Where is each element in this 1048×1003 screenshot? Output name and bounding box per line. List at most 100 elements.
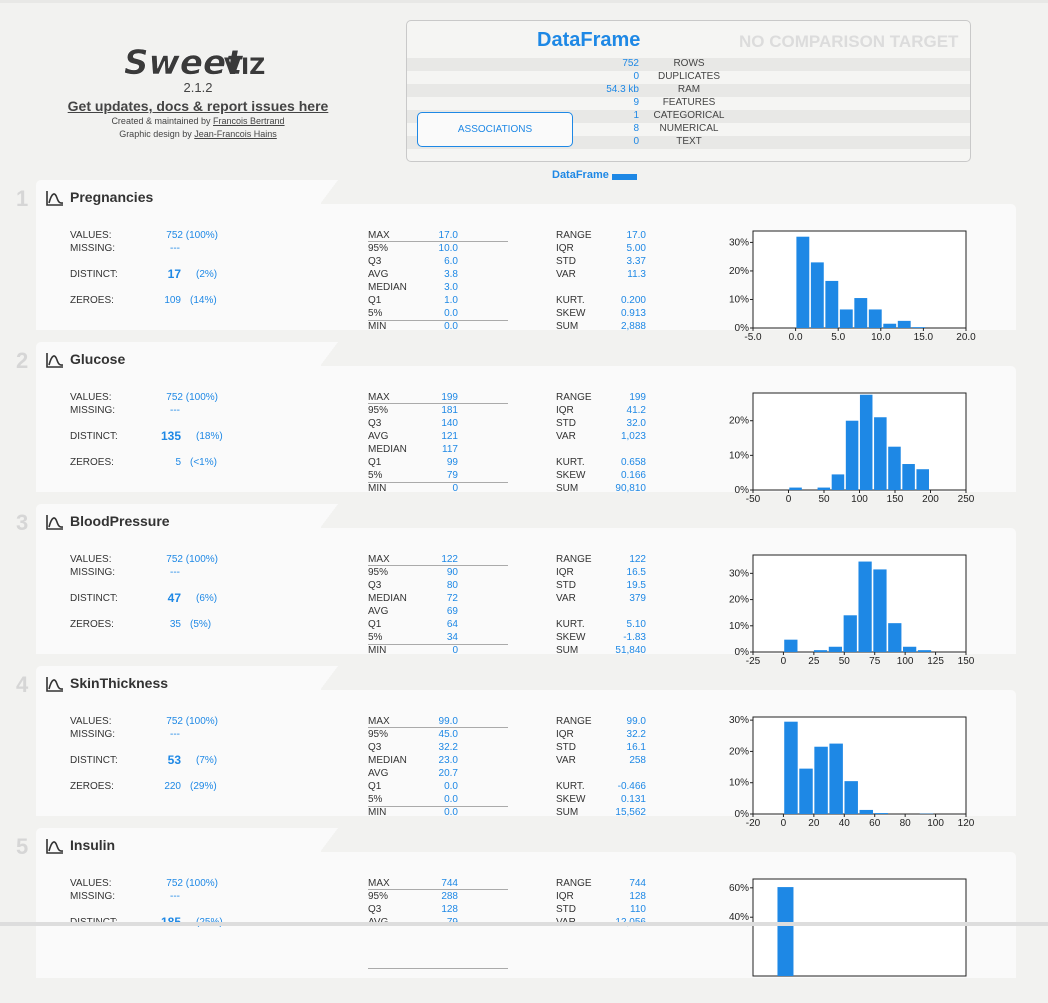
stat-value-std: 19.5 <box>586 580 646 591</box>
zeroes-value: 220 <box>146 781 181 792</box>
histogram-bar <box>811 262 824 328</box>
stat-divider <box>368 403 508 404</box>
card-tab-slope <box>314 180 338 212</box>
stat-value-q1: 64 <box>408 619 458 630</box>
stat-value-p95: 181 <box>408 405 458 416</box>
updates-link[interactable]: Get updates, docs & report issues here <box>0 98 396 114</box>
stat-label-kurt: KURT. <box>556 781 585 792</box>
stat-value-min: 0.0 <box>408 807 458 818</box>
stat-value-median: 23.0 <box>408 755 458 766</box>
card-tab-slope <box>314 504 338 536</box>
stat-label-var: VAR <box>556 593 576 604</box>
stat-label-max: MAX <box>368 716 390 727</box>
histogram-bar <box>846 421 859 490</box>
y-tick-label: 60% <box>729 883 749 894</box>
summary-label: FEATURES <box>645 97 733 108</box>
stat-value-q1: 0.0 <box>408 781 458 792</box>
stat-value-p95: 90 <box>408 567 458 578</box>
distinct-label: DISTINCT: <box>70 593 118 604</box>
histogram-bar <box>898 321 911 328</box>
missing-value: --- <box>170 405 180 416</box>
values-value: 752 (100%) <box>151 230 218 241</box>
summary-row: 54.3 kb RAM <box>407 84 970 97</box>
stat-label-max: MAX <box>368 554 390 565</box>
designer-link[interactable]: Jean-Francois Hains <box>194 129 277 139</box>
stat-label-avg: AVG <box>368 768 388 779</box>
zeroes-value: 5 <box>146 457 181 468</box>
stat-label-kurt: KURT. <box>556 295 585 306</box>
stat-value-avg: 20.7 <box>408 768 458 779</box>
histogram: 40%60% <box>717 876 1017 998</box>
stat-value-range: 122 <box>586 554 646 565</box>
summary-label: RAM <box>645 84 733 95</box>
stat-label-iqr: IQR <box>556 729 574 740</box>
histogram-bar <box>796 237 809 328</box>
summary-value: 752 <box>557 58 639 69</box>
stat-value-kurt: 0.200 <box>586 295 646 306</box>
stat-label-sum: SUM <box>556 807 578 818</box>
values-label: VALUES: <box>70 554 112 565</box>
stat-value-q3: 80 <box>408 580 458 591</box>
feature-name[interactable]: SkinThickness <box>70 675 168 691</box>
stat-label-std: STD <box>556 904 576 915</box>
y-tick-label: 20% <box>729 266 749 277</box>
zeroes-percent: (14%) <box>190 295 217 306</box>
histogram-bar <box>873 569 886 652</box>
stat-label-q1: Q1 <box>368 619 381 630</box>
associations-button[interactable]: ASSOCIATIONS <box>417 112 573 147</box>
summary-label: NUMERICAL <box>645 123 733 134</box>
stat-label-std: STD <box>556 418 576 429</box>
top-border <box>0 0 1048 3</box>
design-credit: Graphic design by Jean-Francois Hains <box>0 129 396 139</box>
histogram-bar <box>814 650 827 652</box>
y-tick-label: 10% <box>729 450 749 461</box>
stat-label-avg: AVG <box>368 431 388 442</box>
feature-name[interactable]: Glucose <box>70 351 125 367</box>
feature-name[interactable]: Insulin <box>70 837 115 853</box>
stat-value-q3: 140 <box>408 418 458 429</box>
histogram-bar <box>869 309 882 328</box>
stat-divider <box>368 320 508 321</box>
stat-value-var: 1,023 <box>586 431 646 442</box>
values-value: 752 (100%) <box>151 554 218 565</box>
numeric-chart-icon <box>46 838 64 854</box>
stat-value-p5: 34 <box>408 632 458 643</box>
missing-value: --- <box>170 891 180 902</box>
author-link[interactable]: Francois Bertrand <box>213 116 285 126</box>
stat-label-iqr: IQR <box>556 891 574 902</box>
stat-value-p95: 288 <box>408 891 458 902</box>
stat-label-sum: SUM <box>556 483 578 494</box>
feature-name[interactable]: Pregnancies <box>70 189 153 205</box>
stat-label-std: STD <box>556 256 576 267</box>
histogram-bar <box>902 464 915 490</box>
stat-value-median: 72 <box>408 593 458 604</box>
feature-name[interactable]: BloodPressure <box>70 513 170 529</box>
histogram-bar <box>840 309 853 328</box>
card-tab-slope <box>314 666 338 698</box>
histogram-bar <box>854 298 867 328</box>
zeroes-percent: (<1%) <box>190 457 217 468</box>
stat-value-avg: 69 <box>408 606 458 617</box>
stat-divider <box>368 644 508 645</box>
stat-value-sum: 51,840 <box>586 645 646 656</box>
stat-value-var: 258 <box>586 755 646 766</box>
histogram-bar <box>789 488 802 490</box>
stat-label-p95: 95% <box>368 567 388 578</box>
histogram-bar <box>860 395 873 490</box>
no-comparison-label: NO COMPARISON TARGET <box>739 32 958 52</box>
summary-label: TEXT <box>645 136 733 147</box>
y-tick-label: 20% <box>729 595 749 606</box>
stat-label-max: MAX <box>368 392 390 403</box>
summary-value: 54.3 kb <box>557 84 639 95</box>
y-tick-label: 10% <box>729 621 749 632</box>
